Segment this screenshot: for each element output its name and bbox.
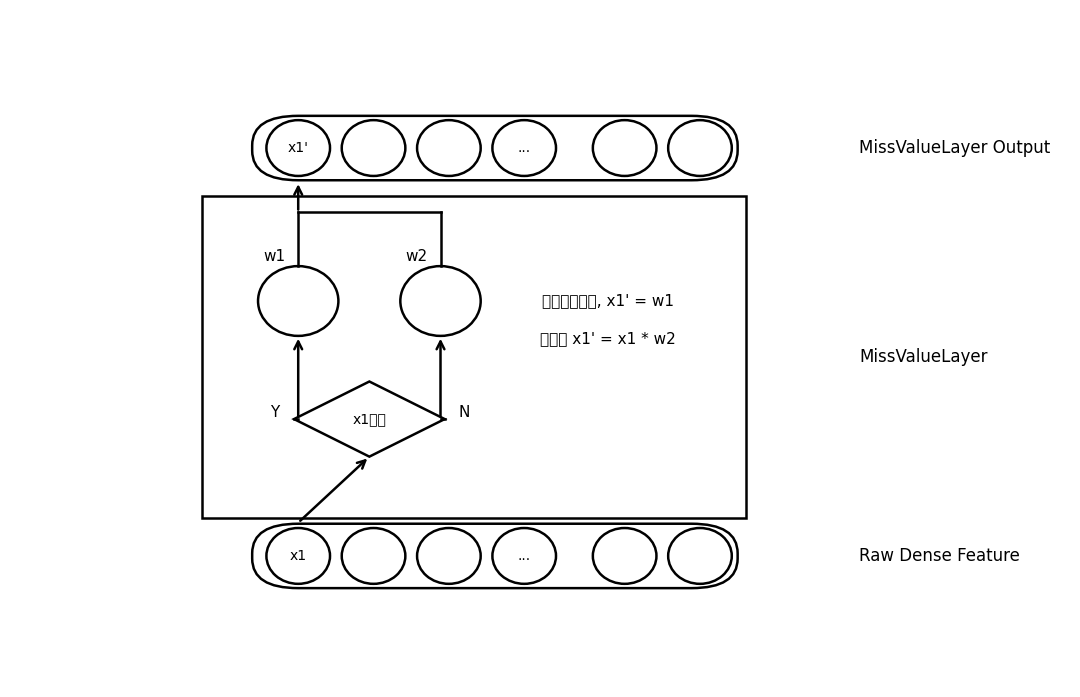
Text: Y: Y	[270, 405, 280, 420]
Text: MissValueLayer Output: MissValueLayer Output	[859, 139, 1050, 157]
Ellipse shape	[267, 120, 330, 176]
Ellipse shape	[593, 528, 657, 584]
FancyBboxPatch shape	[253, 116, 738, 181]
Ellipse shape	[669, 120, 732, 176]
Text: x1': x1'	[287, 141, 309, 155]
Ellipse shape	[401, 266, 481, 336]
Text: w2: w2	[405, 249, 428, 264]
FancyBboxPatch shape	[253, 523, 738, 588]
Polygon shape	[294, 381, 445, 457]
Ellipse shape	[417, 120, 481, 176]
Text: x1缺失: x1缺失	[352, 412, 387, 426]
Ellipse shape	[492, 120, 556, 176]
Text: x1: x1	[289, 549, 307, 563]
Ellipse shape	[492, 528, 556, 584]
Text: ...: ...	[517, 141, 530, 155]
Text: N: N	[458, 405, 470, 420]
Ellipse shape	[267, 528, 330, 584]
Bar	[202, 197, 746, 519]
Text: Raw Dense Feature: Raw Dense Feature	[859, 547, 1020, 565]
Text: w1: w1	[264, 249, 285, 264]
Text: 当特征缺失时, x1' = w1: 当特征缺失时, x1' = w1	[542, 293, 674, 309]
Ellipse shape	[258, 266, 338, 336]
Ellipse shape	[669, 528, 732, 584]
Text: ...: ...	[517, 549, 530, 563]
Ellipse shape	[417, 528, 481, 584]
Text: 否则， x1' = x1 * w2: 否则， x1' = x1 * w2	[540, 331, 676, 346]
Ellipse shape	[593, 120, 657, 176]
Text: MissValueLayer: MissValueLayer	[859, 348, 987, 367]
Ellipse shape	[341, 120, 405, 176]
Ellipse shape	[341, 528, 405, 584]
